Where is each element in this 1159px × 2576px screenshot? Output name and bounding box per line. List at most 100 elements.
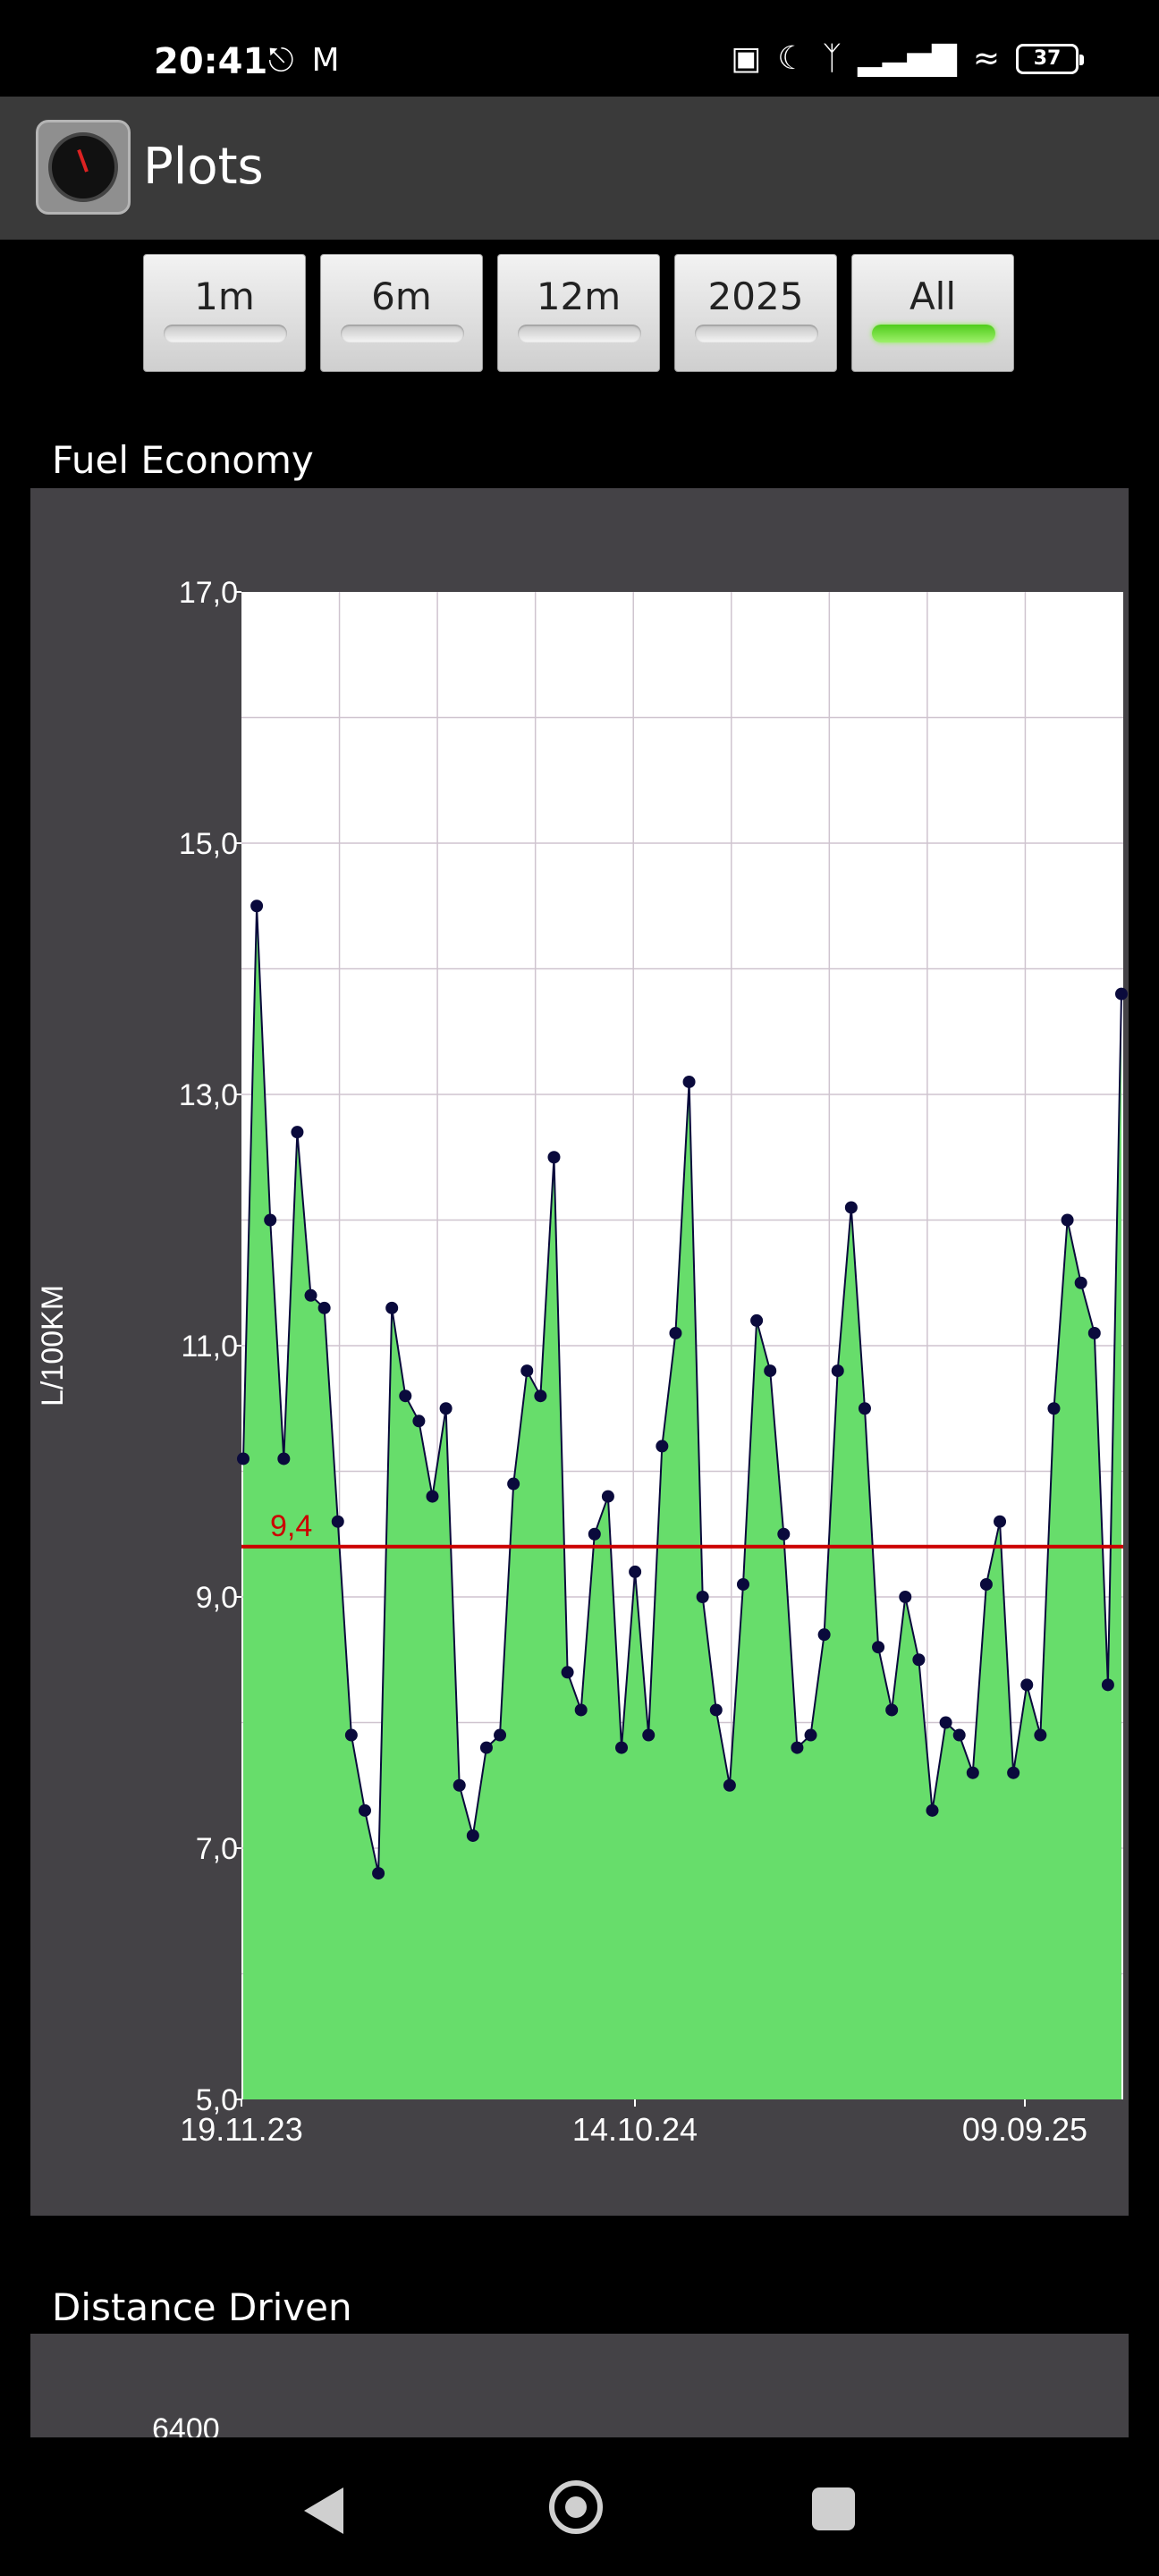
fuel-economy-panel: 9,4 5,0 7,0 9,0 11,0 13,0 15,0 17,0 19.11.23 14… — [30, 488, 1129, 2216]
data-point — [709, 1703, 723, 1717]
y-tick-label: 17,0 — [179, 576, 238, 610]
data-point — [885, 1703, 899, 1717]
data-point — [237, 1452, 250, 1465]
data-point — [412, 1415, 426, 1428]
x-tick-labels: 19.11.23 14.10.24 09.09.25 — [180, 2099, 1087, 2148]
bluetooth-icon: ᛉ — [822, 40, 842, 77]
y-tick-label: 15,0 — [179, 827, 238, 861]
data-point — [1020, 1678, 1034, 1692]
data-point — [494, 1728, 507, 1742]
data-point — [1034, 1728, 1047, 1742]
data-point — [777, 1527, 791, 1541]
y-tick-label: 13,0 — [179, 1078, 238, 1112]
period-button-label: 2025 — [707, 274, 804, 318]
signal-icon: ▂▃▅▇ — [858, 40, 957, 77]
data-point — [736, 1577, 749, 1591]
data-point — [669, 1326, 682, 1339]
recent-apps-icon[interactable] — [812, 2487, 855, 2530]
data-point — [1115, 987, 1128, 1001]
period-indicator — [164, 325, 287, 342]
y-tick-label: 5,0 — [196, 2083, 238, 2117]
wifi-icon: ≈ — [972, 40, 1000, 77]
data-point — [358, 1803, 371, 1817]
data-point — [520, 1364, 534, 1378]
gmail-icon: M — [311, 42, 340, 79]
data-point — [750, 1313, 764, 1327]
period-button-all[interactable]: All — [851, 254, 1014, 372]
data-point — [561, 1666, 574, 1679]
data-point — [764, 1364, 777, 1378]
data-point — [817, 1628, 831, 1642]
fuel-series-line — [242, 906, 1122, 1874]
data-point — [804, 1728, 817, 1742]
data-point — [588, 1527, 601, 1541]
data-point — [507, 1477, 520, 1491]
gauge-dial — [48, 132, 118, 202]
status-bar: 20:41 ⎋ M ▣ ☾ ᛉ ▂▃▅▇ ≈ 37 — [0, 0, 1159, 97]
data-point — [966, 1766, 979, 1779]
y-tick-labels: 5,0 7,0 9,0 11,0 13,0 15,0 17,0 — [179, 576, 241, 2117]
data-point — [547, 1151, 561, 1164]
data-point — [1061, 1213, 1074, 1227]
status-right-icons: ▣ ☾ ᛉ ▂▃▅▇ ≈ 37 — [731, 40, 1084, 77]
period-button-label: 6m — [371, 274, 432, 318]
data-points — [237, 899, 1128, 1880]
period-indicator — [518, 325, 641, 342]
data-point — [629, 1565, 642, 1578]
battery-icon: 37 — [1016, 44, 1084, 74]
home-icon[interactable] — [549, 2480, 603, 2534]
data-point — [250, 899, 264, 913]
y-axis-label: L/100KM — [36, 1285, 70, 1406]
data-point — [399, 1389, 412, 1403]
data-point — [994, 1515, 1007, 1528]
data-point — [453, 1778, 466, 1792]
page-title: Plots — [143, 138, 264, 196]
y-tick-label: 7,0 — [196, 1832, 238, 1866]
data-point — [872, 1641, 885, 1654]
data-point — [656, 1440, 669, 1453]
period-indicator — [341, 325, 464, 342]
period-button-1m[interactable]: 1m — [143, 254, 306, 372]
data-point — [939, 1716, 952, 1729]
period-button-6m[interactable]: 6m — [320, 254, 483, 372]
data-point — [858, 1402, 871, 1415]
data-point — [952, 1728, 966, 1742]
data-point — [791, 1741, 804, 1754]
period-indicator — [695, 325, 818, 342]
data-point — [344, 1728, 358, 1742]
data-point — [615, 1741, 629, 1754]
x-tick-label: 14.10.24 — [572, 2111, 698, 2148]
period-button-2025[interactable]: 2025 — [674, 254, 837, 372]
data-point — [1047, 1402, 1061, 1415]
moon-icon: ☾ — [777, 40, 807, 77]
y-tick-label: 9,0 — [196, 1581, 238, 1615]
fuel-economy-chart: 9,4 5,0 7,0 9,0 11,0 13,0 15,0 17,0 19.11.23 14… — [36, 576, 1128, 2148]
period-button-12m[interactable]: 12m — [497, 254, 660, 372]
data-point — [317, 1301, 331, 1314]
period-indicator-active — [872, 325, 995, 342]
fuel-economy-title: Fuel Economy — [52, 438, 314, 482]
data-point — [682, 1075, 696, 1088]
period-button-label: 1m — [194, 274, 255, 318]
y-tick-label: 11,0 — [181, 1330, 238, 1364]
distance-driven-title: Distance Driven — [52, 2285, 352, 2329]
data-point — [372, 1867, 385, 1880]
data-point — [1087, 1326, 1101, 1339]
x-tick-label: 09.09.25 — [962, 2111, 1087, 2148]
data-point — [979, 1577, 993, 1591]
x-tick-label: 19.11.23 — [180, 2111, 302, 2148]
period-button-label: 12m — [536, 274, 622, 318]
data-point — [291, 1126, 304, 1139]
data-point — [601, 1490, 614, 1503]
data-point — [331, 1515, 344, 1528]
data-point — [912, 1653, 926, 1667]
data-point — [277, 1452, 291, 1465]
data-point — [1101, 1678, 1114, 1692]
data-point — [696, 1591, 709, 1603]
navigation-bar — [0, 2437, 1159, 2576]
nfc-icon: ▣ — [731, 40, 762, 77]
fuel-gauge-icon[interactable] — [36, 120, 131, 215]
back-icon[interactable] — [304, 2487, 343, 2534]
gauge-needle — [77, 148, 89, 173]
data-point — [534, 1389, 547, 1403]
